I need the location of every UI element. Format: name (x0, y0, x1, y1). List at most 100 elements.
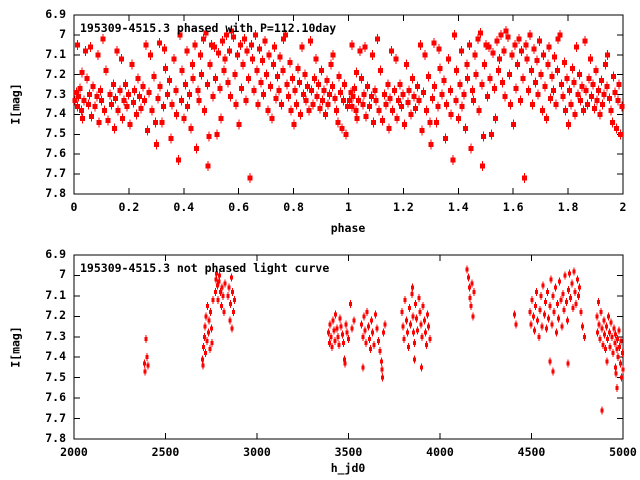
data-point (335, 119, 341, 125)
y-tick-label: 7.8 (45, 186, 66, 200)
data-point (84, 76, 90, 82)
x-tick-mirror (512, 15, 514, 21)
data-point (442, 135, 448, 141)
data-point (564, 300, 568, 305)
data-point (163, 66, 169, 72)
data-point (113, 96, 119, 102)
data-point (368, 347, 372, 352)
y-tick (74, 295, 80, 297)
x-tick (238, 188, 240, 194)
data-point (240, 62, 246, 68)
data-point (362, 314, 366, 319)
data-point (427, 324, 431, 329)
data-point (502, 94, 508, 100)
data-point (445, 56, 451, 62)
data-point (251, 88, 257, 94)
data-point (479, 82, 485, 88)
data-point (578, 98, 584, 104)
data-point (354, 115, 360, 121)
data-point (310, 102, 316, 107)
data-point (432, 84, 438, 90)
data-point (338, 90, 344, 96)
data-point (174, 111, 180, 117)
data-point (529, 322, 533, 327)
data-point (564, 76, 570, 82)
data-point (165, 92, 171, 98)
x-tick-label: 2 (619, 200, 627, 214)
data-point (536, 318, 540, 323)
data-point (420, 90, 426, 96)
data-point (76, 94, 82, 100)
data-point (612, 326, 616, 331)
data-point (161, 46, 167, 52)
y-tick-mirror (617, 14, 623, 16)
y-tick-mirror (617, 193, 623, 195)
data-point (202, 345, 206, 349)
data-point (303, 98, 309, 104)
data-point (539, 107, 545, 113)
data-point (236, 121, 242, 127)
data-point (575, 92, 581, 98)
y-tick-label: 7.3 (45, 86, 66, 101)
data-point (337, 342, 341, 347)
data-point (532, 328, 536, 333)
data-point (400, 92, 406, 98)
data-point (338, 316, 342, 321)
data-point (302, 72, 308, 78)
data-point (542, 312, 546, 317)
data-point (223, 281, 227, 286)
data-point (513, 86, 519, 92)
data-point (441, 78, 447, 84)
data-point (154, 141, 160, 147)
y-tick-label: 7 (59, 26, 66, 41)
data-point (370, 119, 376, 125)
data-point (621, 367, 625, 372)
data-point (483, 42, 489, 48)
data-point (549, 277, 553, 282)
data-point (137, 94, 143, 100)
data-point (396, 98, 402, 104)
data-point (272, 44, 278, 50)
data-point (349, 103, 355, 109)
data-point (208, 347, 212, 352)
data-point (322, 111, 328, 117)
x-tick-label: 1.6 (502, 200, 524, 214)
data-point (559, 297, 563, 302)
data-point (198, 52, 204, 58)
data-point (447, 88, 453, 94)
data-point (562, 308, 566, 313)
data-point (246, 76, 252, 82)
y-tick (74, 34, 80, 36)
data-point (121, 98, 127, 104)
x-tick-mirror (622, 255, 624, 261)
data-point (334, 312, 338, 317)
data-point (613, 125, 619, 131)
data-point (171, 56, 177, 62)
data-point (420, 334, 424, 339)
data-point (532, 80, 538, 86)
data-point (353, 70, 359, 76)
data-point (490, 50, 496, 56)
data-point (464, 62, 470, 68)
y-tick (74, 153, 80, 155)
data-point (576, 293, 580, 298)
data-point (602, 62, 608, 68)
data-point (96, 119, 102, 125)
data-point (465, 76, 471, 82)
data-point (457, 82, 463, 88)
data-point (213, 289, 217, 294)
data-point (226, 293, 230, 298)
data-point (600, 408, 604, 413)
data-point (343, 361, 347, 366)
data-point (554, 68, 560, 74)
data-point (274, 74, 280, 80)
data-point (340, 98, 346, 104)
data-point (469, 304, 473, 309)
data-point (85, 102, 91, 107)
data-point (426, 312, 430, 317)
bottom-y-axis-label: I[mag] (8, 326, 23, 368)
data-point (102, 107, 108, 113)
data-point (618, 345, 622, 349)
data-point (393, 56, 399, 62)
data-point (568, 271, 572, 276)
